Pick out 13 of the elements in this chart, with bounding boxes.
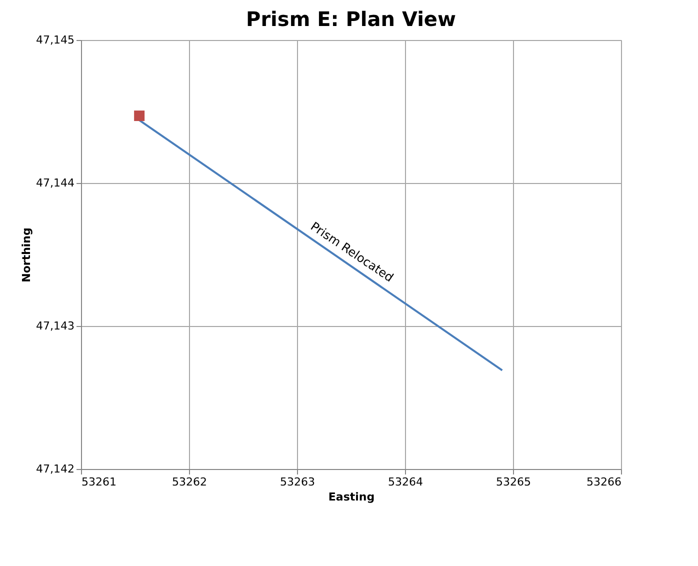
y-tick-label: 47,142 (36, 462, 74, 476)
y-tick-label: 47,143 (36, 320, 74, 332)
chart-title: Prism E: Plan View (246, 7, 456, 31)
x-tick-label: 53261 (82, 476, 116, 488)
x-tick-label: 53266 (586, 476, 622, 488)
y-tick-label: 47,145 (36, 34, 74, 46)
y-tick-label: 47,144 (36, 176, 74, 190)
x-tick-label: 53265 (496, 476, 531, 488)
x-tick-label: 53262 (172, 476, 207, 488)
x-tick-label: 53264 (388, 476, 423, 488)
x-tick-label: 53263 (280, 476, 315, 488)
x-axis-title: Easting (328, 490, 375, 504)
y-axis-title: Northing (20, 228, 34, 282)
